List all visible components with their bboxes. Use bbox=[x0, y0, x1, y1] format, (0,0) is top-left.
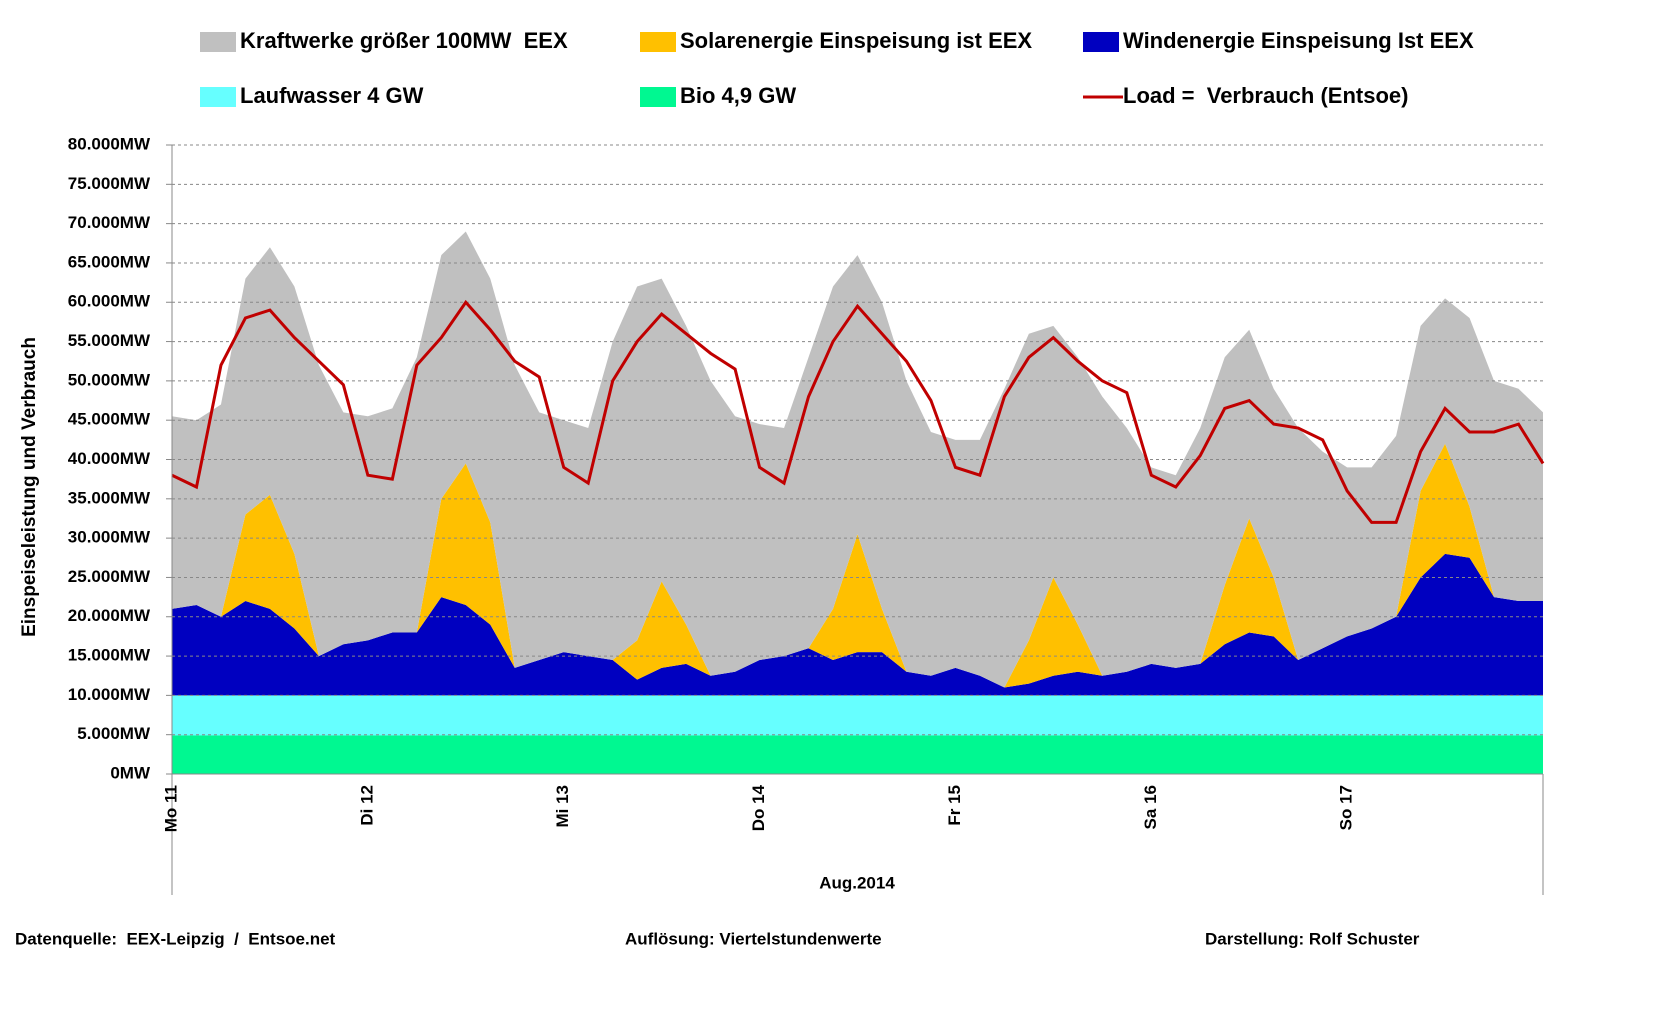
y-tick-label: 15.000MW bbox=[68, 646, 151, 665]
legend-swatch bbox=[200, 32, 236, 52]
x-tick-label: Do 14 bbox=[749, 784, 768, 831]
x-tick-label: Di 12 bbox=[357, 785, 376, 826]
y-tick-label: 55.000MW bbox=[68, 331, 151, 350]
y-tick-label: 65.000MW bbox=[68, 252, 151, 271]
y-tick-label: 20.000MW bbox=[68, 606, 151, 625]
area bbox=[172, 443, 1543, 688]
legend-label: Windenergie Einspeisung Ist EEX bbox=[1123, 28, 1474, 53]
x-tick-label: Mi 13 bbox=[553, 785, 572, 828]
area bbox=[172, 735, 1543, 774]
y-tick-label: 10.000MW bbox=[68, 685, 151, 704]
legend-label: Solarenergie Einspeisung ist EEX bbox=[680, 28, 1032, 53]
footnote: Darstellung: Rolf Schuster bbox=[1205, 929, 1420, 948]
footnote: Auflösung: Viertelstundenwerte bbox=[625, 929, 882, 948]
y-tick-label: 50.000MW bbox=[68, 370, 151, 389]
legend-swatch bbox=[640, 32, 676, 52]
footnote: Datenquelle: EEX-Leipzig / Entsoe.net bbox=[15, 929, 336, 948]
y-axis-title: Einspeiseleistung und Verbrauch bbox=[19, 337, 40, 637]
y-tick-label: 30.000MW bbox=[68, 528, 151, 547]
y-tick-label: 60.000MW bbox=[68, 292, 151, 311]
area bbox=[172, 553, 1543, 696]
y-tick-label: 0MW bbox=[110, 763, 151, 782]
y-tick-label: 25.000MW bbox=[68, 567, 151, 586]
area bbox=[172, 695, 1543, 736]
legend-swatch bbox=[1083, 32, 1119, 52]
legend-label: Kraftwerke größer 100MW EEX bbox=[240, 28, 568, 53]
legend-label: Laufwasser 4 GW bbox=[240, 83, 424, 108]
y-tick-label: 75.000MW bbox=[68, 174, 151, 193]
legend-swatch bbox=[640, 87, 676, 107]
y-tick-label: 40.000MW bbox=[68, 449, 151, 468]
y-tick-label: 45.000MW bbox=[68, 410, 151, 429]
x-tick-label: Mo 11 bbox=[161, 785, 180, 832]
plot-area bbox=[172, 231, 1543, 774]
x-tick-label: Fr 15 bbox=[945, 785, 964, 826]
x-tick-label: So 17 bbox=[1337, 785, 1356, 830]
x-axis-title: Aug.2014 bbox=[819, 873, 895, 892]
y-tick-label: 5.000MW bbox=[77, 724, 151, 743]
legend-label: Load = Verbrauch (Entsoe) bbox=[1123, 83, 1408, 108]
legend-label: Bio 4,9 GW bbox=[680, 83, 796, 108]
x-tick-label: Sa 16 bbox=[1141, 785, 1160, 829]
y-tick-label: 35.000MW bbox=[68, 488, 151, 507]
y-tick-label: 70.000MW bbox=[68, 213, 151, 232]
y-tick-label: 80.000MW bbox=[68, 134, 151, 153]
line bbox=[171, 299, 1545, 524]
legend-swatch bbox=[200, 87, 236, 107]
